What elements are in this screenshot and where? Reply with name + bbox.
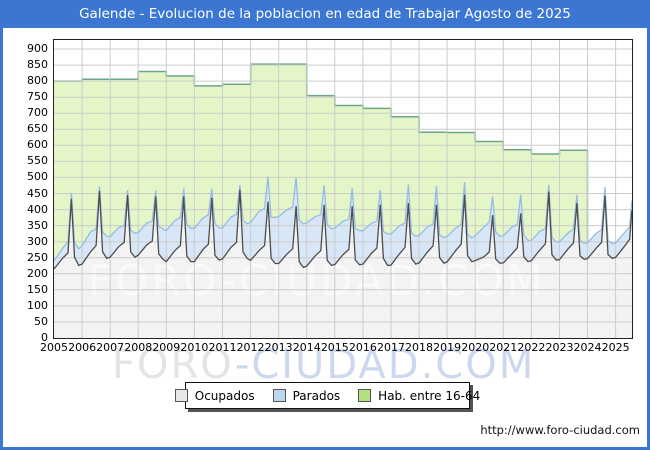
x-axis-label: 2024 xyxy=(573,341,602,354)
x-axis-label: 2014 xyxy=(292,341,321,354)
y-axis-label: 650 xyxy=(27,122,48,136)
y-axis-label: 400 xyxy=(27,202,48,216)
legend-label: Ocupados xyxy=(194,388,255,403)
y-axis-label: 500 xyxy=(27,170,48,184)
legend-item-hab-entre-16-64: Hab. entre 16-64 xyxy=(358,389,480,403)
y-axis-label: 450 xyxy=(27,186,48,200)
y-axis-label: 0 xyxy=(41,331,48,344)
x-axis-label: 2017 xyxy=(376,341,405,354)
y-axis-label: 900 xyxy=(27,42,48,55)
x-axis-label: 2018 xyxy=(405,341,434,354)
x-axis-label: 2006 xyxy=(68,341,97,354)
chart-title: Galende - Evolucion de la poblacion en e… xyxy=(0,0,650,28)
x-axis-label: 2020 xyxy=(461,341,490,354)
legend-swatch-icon xyxy=(272,389,286,402)
x-axis-label: 2010 xyxy=(180,341,209,354)
chart-canvas: FORO-CIUDAD.COM xyxy=(54,40,632,338)
y-axis-label: 250 xyxy=(27,250,48,264)
y-axis-label: 350 xyxy=(27,218,48,232)
watermark-footer-gray: FORO xyxy=(112,342,235,388)
watermark-footer-blue: -CIUDAD.COM xyxy=(234,342,536,388)
legend-label: Parados xyxy=(292,388,341,403)
legend-swatch-icon xyxy=(174,389,188,402)
frame-border-bottom xyxy=(0,447,650,450)
watermark-footer: FORO-CIUDAD.COM xyxy=(112,345,535,385)
site-url: http://www.foro-ciudad.com xyxy=(480,423,640,437)
legend-label: Hab. entre 16-64 xyxy=(378,388,481,403)
x-axis-label: 2005 xyxy=(40,341,68,354)
x-axis-label: 2013 xyxy=(264,341,293,354)
y-axis-label: 150 xyxy=(27,282,48,296)
legend-item-ocupados: Ocupados xyxy=(174,388,255,403)
x-axis-label: 2009 xyxy=(152,341,181,354)
x-axis-label: 2011 xyxy=(208,341,237,354)
plot-area: FORO-CIUDAD.COM xyxy=(53,39,633,339)
frame-border-right xyxy=(647,0,650,450)
watermark-plot: FORO-CIUDAD.COM xyxy=(88,256,546,305)
y-axis-label: 50 xyxy=(34,314,48,328)
y-axis-label: 700 xyxy=(27,106,48,120)
y-axis-label: 300 xyxy=(27,234,48,248)
legend: Ocupados Parados Hab. entre 16-64 xyxy=(174,382,480,409)
y-axis-label: 550 xyxy=(27,154,48,168)
y-axis-label: 800 xyxy=(27,74,48,88)
legend-swatch-icon xyxy=(358,389,372,402)
x-axis-label: 2015 xyxy=(320,341,349,354)
x-axis-label: 2008 xyxy=(124,341,153,354)
y-axis-label: 200 xyxy=(27,266,48,280)
y-axis-label: 600 xyxy=(27,138,48,152)
x-axis-label: 2016 xyxy=(348,341,377,354)
x-axis-label: 2025 xyxy=(601,341,630,354)
x-axis-label: 2021 xyxy=(489,341,518,354)
x-axis-label: 2007 xyxy=(96,341,125,354)
ocupados-area xyxy=(54,189,632,338)
legend-item-parados: Parados xyxy=(272,388,341,403)
x-axis-label: 2012 xyxy=(236,341,265,354)
y-axis-label: 750 xyxy=(27,90,48,104)
parados-line xyxy=(54,176,632,262)
y-axis-label: 850 xyxy=(27,58,48,72)
frame-border-left xyxy=(0,0,3,450)
y-axis-label: 100 xyxy=(27,298,48,312)
x-axis-label: 2022 xyxy=(517,341,546,354)
x-axis-label: 2019 xyxy=(433,341,462,354)
ocupados-line xyxy=(54,189,632,270)
x-axis-label: 2023 xyxy=(545,341,574,354)
